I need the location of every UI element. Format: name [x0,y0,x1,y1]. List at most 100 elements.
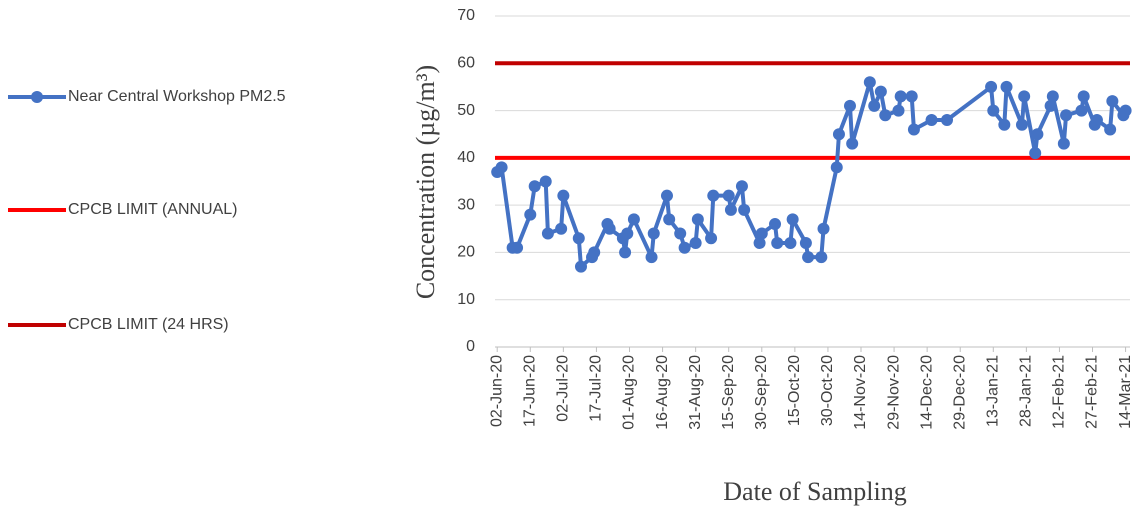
data-point [707,189,720,202]
x-tick-label: 13-Jan-21 [985,355,1002,427]
data-point [1015,118,1028,131]
data-point [1075,104,1088,117]
data-point [1031,128,1044,141]
data-point [832,128,845,141]
data-point [863,76,876,89]
x-axis-title: Date of Sampling [723,477,906,506]
x-tick-label: 01-Aug-20 [621,355,638,430]
x-tick-label: 14-Mar-21 [1117,355,1134,429]
y-axis-title: Concentration (µg/m³) [411,65,440,299]
data-point [786,213,799,226]
x-tick-label: 14-Nov-20 [852,355,869,430]
data-point [1106,95,1119,108]
x-tick-label: 17-Jun-20 [521,355,538,427]
data-point [511,241,524,254]
data-point [674,227,687,240]
x-tick-label: 17-Jul-20 [588,355,605,422]
x-tick-label: 27-Feb-21 [1084,355,1101,429]
data-point [802,251,815,264]
data-point [1000,80,1013,93]
data-point [678,241,691,254]
data-line [495,80,1128,269]
data-point [663,213,676,226]
data-point [784,236,797,249]
data-point [621,227,634,240]
data-point [603,222,616,235]
data-point [830,161,843,174]
data-point [1119,104,1132,117]
data-point [572,232,585,245]
legend-marker [31,91,43,103]
x-tick-label: 15-Oct-20 [786,355,803,426]
data-point [619,246,632,259]
data-point [541,227,554,240]
data-point [691,213,704,226]
data-point [998,118,1011,131]
data-point [574,260,587,273]
legend-label: CPCB LIMIT (24 HRS) [68,316,229,333]
data-point [555,222,568,235]
data-point [987,104,1000,117]
data-point [495,161,508,174]
data-point [815,251,828,264]
data-point [846,137,859,150]
x-tick-label: 28-Jan-21 [1018,355,1035,427]
y-tick-label: 10 [457,291,475,308]
x-tick-label: 15-Sep-20 [720,355,737,430]
x-tick-label: 30-Sep-20 [753,355,770,430]
data-point [907,123,920,136]
y-tick-label: 60 [457,55,475,72]
data-point [738,203,751,216]
data-point [724,203,737,216]
data-point [769,218,782,231]
y-tick-label: 50 [457,102,475,119]
data-point [705,232,718,245]
data-point [735,180,748,193]
data-point [528,180,541,193]
data-point [879,109,892,122]
data-point [925,114,938,127]
y-tick-label: 30 [457,196,475,213]
data-point [1044,99,1057,112]
data-point [588,246,601,259]
data-point [722,189,735,202]
data-point [1018,90,1031,103]
data-point [868,99,881,112]
data-point [771,236,784,249]
data-point [557,189,570,202]
y-tick-label: 40 [457,149,475,166]
data-point [894,90,907,103]
data-point [755,227,768,240]
x-tick-label: 30-Oct-20 [819,355,836,426]
x-tick-label: 31-Aug-20 [687,355,704,430]
y-tick-label: 70 [457,7,475,24]
x-tick-label: 29-Dec-20 [951,355,968,430]
data-point [1057,137,1070,150]
data-point [689,236,702,249]
legend-label: Near Central Workshop PM2.5 [68,88,286,105]
data-point [647,227,660,240]
data-point [524,208,537,221]
data-point [1060,109,1073,122]
data-point [1077,90,1090,103]
x-tick-label: 02-Jul-20 [555,355,572,422]
data-point [892,104,905,117]
data-point [645,251,658,264]
legend-label: CPCB LIMIT (ANNUAL) [68,201,238,218]
x-tick-label: 16-Aug-20 [654,355,671,430]
data-point [905,90,918,103]
x-tick-label: 12-Feb-21 [1051,355,1068,429]
data-point [985,80,998,93]
y-tick-label: 0 [466,338,475,355]
data-point [817,222,830,235]
x-tick-label: 14-Dec-20 [918,355,935,430]
data-point [799,236,812,249]
x-tick-label: 29-Nov-20 [885,355,902,430]
data-point [1029,147,1042,160]
y-tick-label: 20 [457,244,475,261]
data-point [843,99,856,112]
data-point [874,85,887,98]
data-point [753,236,766,249]
x-tick-label: 02-Jun-20 [488,355,505,427]
